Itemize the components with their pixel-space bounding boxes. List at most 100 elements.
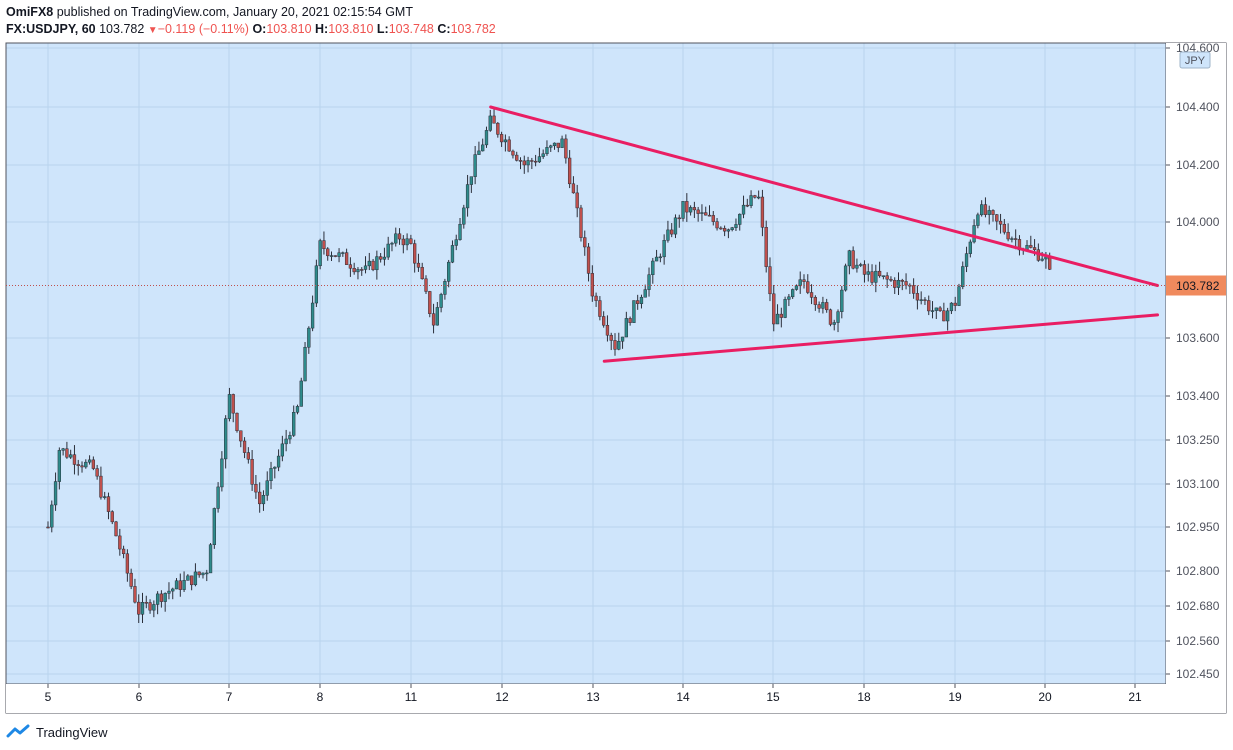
- low-label: L:: [376, 22, 389, 36]
- candle-down: [828, 309, 833, 325]
- candle-down: [416, 262, 421, 268]
- candle-down: [499, 134, 504, 143]
- candle-down: [322, 240, 326, 250]
- price-tick-label: 103.600: [1176, 331, 1220, 345]
- price-tick-label: 103.250: [1176, 433, 1220, 447]
- candle-down: [904, 281, 908, 286]
- candle-up: [647, 274, 651, 290]
- tradingview-logo-icon: [6, 724, 30, 738]
- candle-down: [998, 220, 1003, 225]
- candle-down: [114, 521, 118, 537]
- candle-down: [110, 511, 114, 523]
- candlestick-series: [46, 108, 1052, 624]
- price-tick-label: 104.400: [1176, 100, 1220, 114]
- candle-up: [620, 336, 625, 342]
- candle-up: [280, 443, 285, 457]
- candle-up: [1010, 238, 1014, 240]
- close-label: C:: [437, 22, 451, 36]
- candle-up: [186, 575, 190, 581]
- time-axis[interactable]: [6, 684, 1226, 713]
- candle-up: [390, 242, 394, 245]
- candle-up: [560, 138, 564, 148]
- candle-down: [817, 304, 821, 309]
- time-axis-ticks: 5 6 7 8 11 12 13 14 15 18 19 20 21: [45, 684, 1142, 704]
- candle-down: [772, 293, 776, 325]
- candle-up: [949, 302, 954, 312]
- candle-up: [57, 450, 61, 482]
- candle-up: [314, 265, 319, 304]
- candle-down: [189, 575, 194, 586]
- candle-up: [738, 213, 742, 225]
- candle-up: [881, 275, 886, 277]
- candle-down: [515, 154, 519, 161]
- candle-down: [159, 593, 164, 602]
- currency-badge[interactable]: JPY: [1179, 51, 1211, 69]
- candle-up: [87, 459, 92, 463]
- candle-up: [734, 224, 738, 228]
- candle-up: [934, 307, 938, 311]
- candle-down: [409, 238, 413, 244]
- candle-up: [450, 245, 455, 263]
- candle-down: [722, 228, 727, 232]
- candle-up: [526, 160, 530, 166]
- price-axis[interactable]: [1166, 43, 1226, 684]
- candle-down: [609, 334, 613, 341]
- tradingview-brand-text[interactable]: TradingView: [36, 724, 108, 740]
- chart-header: OmiFX8 published on TradingView.com, Jan…: [6, 4, 1226, 38]
- candle-down: [851, 250, 855, 269]
- last-price-badge-text: 103.782: [1176, 279, 1220, 293]
- time-tick-label: 15: [766, 690, 780, 704]
- candle-up: [454, 239, 458, 246]
- candle-up: [832, 322, 836, 325]
- candle-up: [798, 279, 802, 287]
- candle-down: [352, 267, 356, 273]
- candle-up: [140, 602, 145, 615]
- candle-down: [745, 204, 749, 207]
- candle-down: [522, 160, 526, 166]
- candle-down: [106, 496, 111, 512]
- publish-line: OmiFX8 published on TradingView.com, Jan…: [6, 4, 1226, 21]
- candle-down: [704, 212, 708, 216]
- candle-down: [333, 255, 337, 257]
- candle-down: [719, 227, 723, 230]
- candle-up: [840, 289, 844, 312]
- candle-down: [571, 183, 576, 194]
- candle-down: [711, 215, 715, 222]
- time-tick-label: 5: [45, 690, 52, 704]
- trendlines: [489, 105, 1159, 363]
- candle-down: [65, 448, 69, 458]
- candle-down: [326, 248, 330, 257]
- candle-up: [458, 223, 462, 240]
- candle-down: [133, 586, 137, 603]
- candle-down: [1029, 245, 1033, 248]
- candle-up: [968, 241, 972, 254]
- candle-down: [779, 313, 783, 318]
- candle-up: [1025, 245, 1029, 250]
- last-price-badge-bg: [1166, 275, 1226, 296]
- author-name[interactable]: OmiFX8: [6, 5, 54, 19]
- candle-down: [575, 192, 579, 209]
- candle-up: [632, 300, 636, 323]
- last-price: 103.782: [99, 22, 145, 36]
- candle-down: [148, 602, 152, 611]
- candle-up: [972, 225, 976, 243]
- candle-down: [197, 571, 201, 576]
- candle-up: [61, 448, 65, 451]
- close-value: 103.782: [450, 22, 496, 36]
- candle-up: [503, 139, 508, 143]
- time-tick-label: 14: [676, 690, 690, 704]
- candle-down: [242, 440, 247, 453]
- candle-down: [605, 324, 610, 336]
- candle-up: [787, 296, 791, 300]
- price-change: −0.119 (−0.11%): [157, 22, 249, 36]
- grid-lines: [5, 42, 1227, 714]
- candle-down: [235, 412, 239, 431]
- price-tick-label: 103.400: [1176, 389, 1220, 403]
- candle-up: [545, 147, 549, 155]
- candle-up: [477, 150, 481, 155]
- candle-up: [658, 256, 663, 259]
- candle-up: [273, 466, 277, 469]
- symbol-label: FX:USDJPY, 60: [6, 22, 96, 36]
- candle-down: [95, 468, 99, 477]
